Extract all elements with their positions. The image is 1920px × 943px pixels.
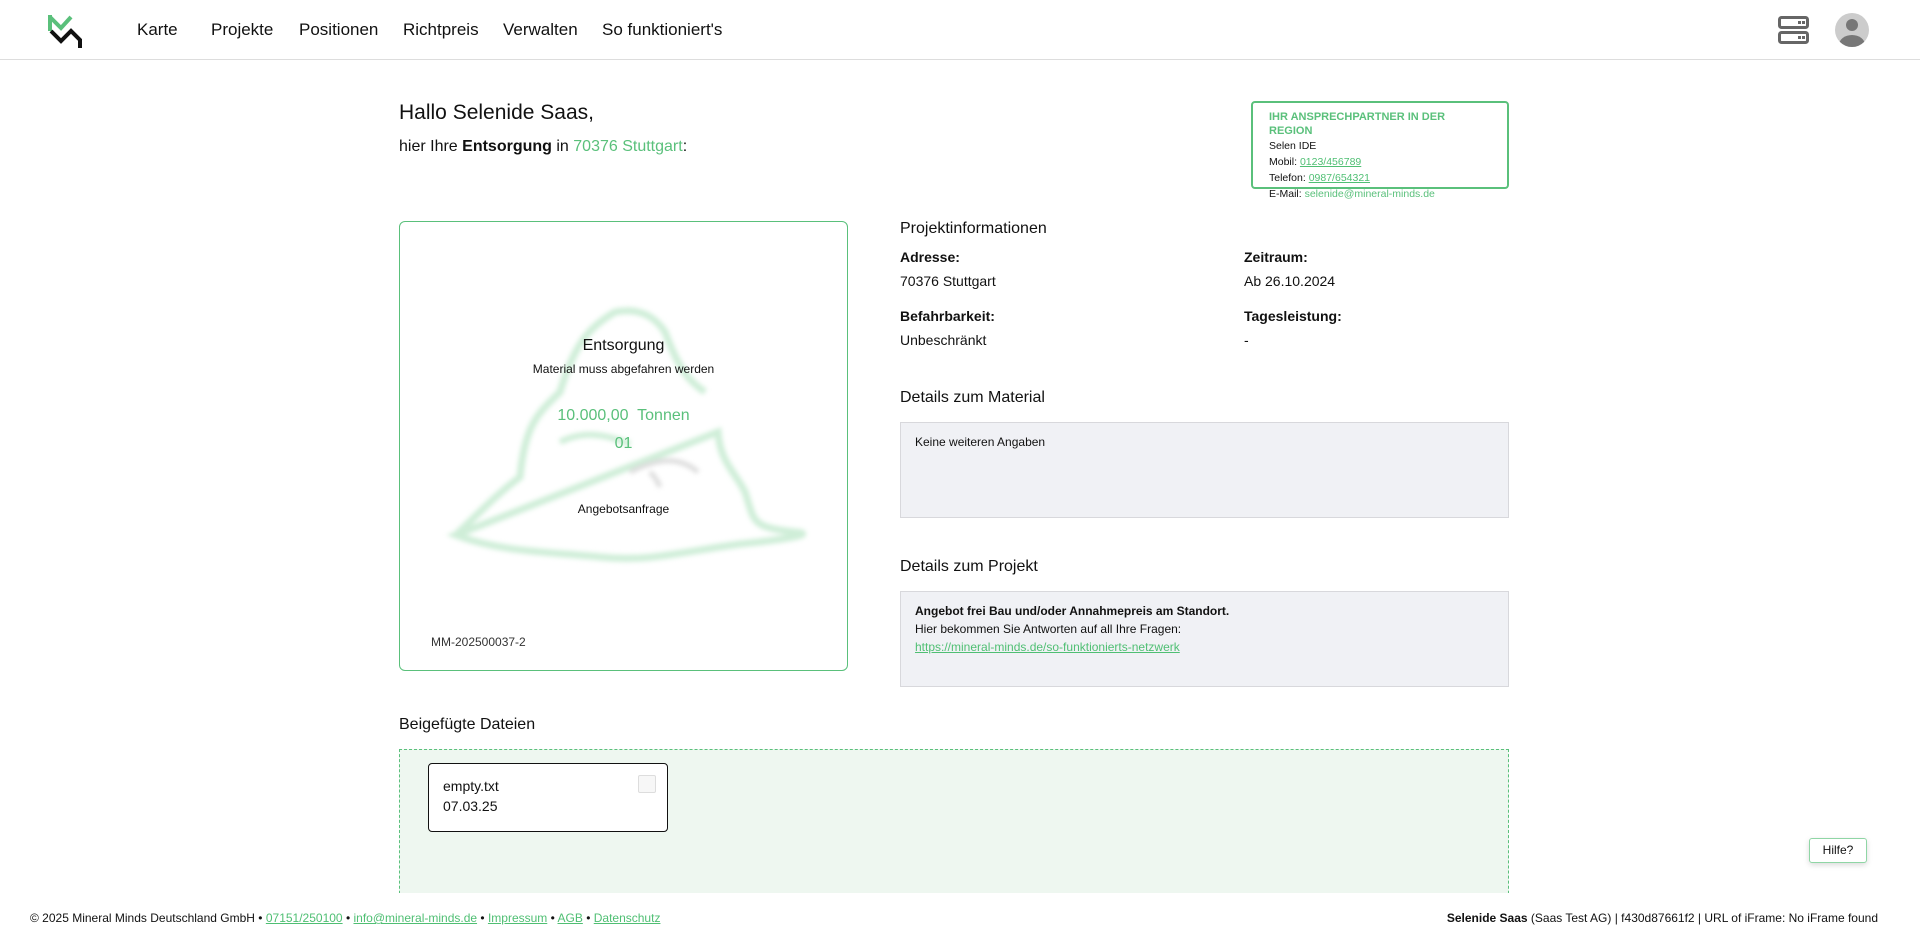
project-bold: Angebot frei Bau und/oder Annahmepreis a…	[915, 604, 1230, 618]
footer-agb-link[interactable]: AGB	[557, 911, 583, 925]
email-link[interactable]: selenide@mineral-minds.de	[1304, 188, 1435, 200]
address-label: Adresse:	[900, 249, 960, 265]
telefon-link[interactable]: 0987/654321	[1308, 172, 1371, 184]
subline-suffix: :	[682, 138, 688, 155]
subline-prefix: hier Ihre	[399, 138, 458, 155]
footer-company: (Saas Test AG)	[1530, 911, 1612, 925]
project-details-title: Details zum Projekt	[900, 558, 1038, 575]
telefon-label: Telefon:	[1269, 172, 1306, 184]
card-id: MM-202500037-2	[431, 635, 526, 649]
greeting-title: Hallo Selenide Saas,	[399, 101, 594, 124]
card-code: 01	[614, 435, 633, 452]
footer-impressum-link[interactable]: Impressum	[487, 911, 548, 925]
card-status: Angebotsanfrage	[577, 502, 670, 516]
material-pile-icon	[446, 307, 807, 562]
material-text: Keine weiteren Angaben	[915, 435, 1046, 449]
top-navbar: Karte Projekte Positionen Richtpreis Ver…	[0, 0, 1920, 60]
nav-projekte[interactable]: Projekte	[211, 20, 274, 39]
nav-positionen[interactable]: Positionen	[299, 20, 379, 39]
daily-label: Tagesleistung:	[1244, 308, 1342, 324]
email-label: E-Mail:	[1269, 188, 1302, 200]
file-date: 07.03.25	[443, 798, 498, 814]
file-card[interactable]: empty.txt 07.03.25	[428, 763, 668, 832]
project-link[interactable]: https://mineral-minds.de/so-funktioniert…	[915, 640, 1180, 654]
footer-sep: •	[345, 911, 351, 925]
card-title: Entsorgung	[582, 337, 665, 354]
footer-meta: | f430d87661f2 | URL of iFrame: No iFram…	[1614, 911, 1878, 925]
footer-user: Selenide Saas	[1446, 911, 1528, 925]
help-label: Hilfe?	[1822, 843, 1854, 857]
nav-karte[interactable]: Karte	[137, 20, 178, 39]
footer-datenschutz-link[interactable]: Datenschutz	[593, 911, 661, 925]
footer-sep: •	[258, 911, 263, 925]
project-info-title: Projektinformationen	[900, 220, 1047, 237]
project-card[interactable]: Entsorgung Material muss abgefahren werd…	[399, 221, 848, 671]
footer-right: Selenide Saas (Saas Test AG) | f430d8766…	[1447, 911, 1878, 925]
material-box: Keine weiteren Angaben	[900, 422, 1509, 518]
amount-unit: Tonnen	[637, 407, 690, 424]
nav-so-funktionierts[interactable]: So funktioniert's	[602, 20, 723, 39]
footer-left: © 2025 Mineral Minds Deutschland GmbH • …	[30, 911, 660, 925]
subline-in: in	[556, 138, 569, 155]
contact-name: Selen IDE	[1269, 140, 1317, 152]
contact-box: IHR ANSPRECHPARTNER IN DER REGION Selen …	[1251, 101, 1509, 200]
footer-phone-link[interactable]: 07151/250100	[265, 911, 343, 925]
footer-sep: •	[550, 911, 555, 925]
footer-email-link[interactable]: info@mineral-minds.de	[353, 911, 478, 925]
avatar-icon[interactable]	[1834, 12, 1870, 48]
card-subtitle: Material muss abgefahren werden	[532, 362, 715, 376]
period-label: Zeitraum:	[1244, 249, 1308, 265]
footer-sep: •	[586, 911, 591, 925]
period-value: Ab 26.10.2024	[1244, 273, 1336, 289]
address-value: 70376 Stuttgart	[900, 273, 996, 289]
project-text: Hier bekommen Sie Antworten auf all Ihre…	[915, 622, 1182, 636]
amount-value: 10.000,00	[557, 407, 629, 424]
footer-copyright: © 2025 Mineral Minds Deutschland GmbH	[30, 911, 255, 925]
help-button[interactable]: Hilfe?	[1809, 838, 1867, 863]
file-checkbox[interactable]	[638, 775, 656, 793]
greeting-subline: hier Ihre Entsorgung in 70376 Stuttgart:	[399, 138, 687, 156]
file-name: empty.txt	[443, 778, 499, 794]
subline-location: 70376 Stuttgart	[573, 138, 683, 155]
material-title: Details zum Material	[900, 389, 1045, 406]
server-icon[interactable]	[1778, 16, 1809, 45]
mobil-link[interactable]: 0123/456789	[1299, 156, 1362, 168]
nav-richtpreis[interactable]: Richtpreis	[403, 20, 479, 39]
card-amount: 10.000,00 Tonnen	[400, 407, 847, 425]
footer-sep: •	[480, 911, 485, 925]
mobil-label: Mobil:	[1269, 156, 1298, 168]
subline-type: Entsorgung	[462, 138, 552, 155]
access-value: Unbeschränkt	[900, 332, 987, 348]
access-label: Befahrbarkeit:	[900, 308, 995, 324]
logo-icon[interactable]	[47, 13, 83, 49]
nav-verwalten[interactable]: Verwalten	[503, 20, 578, 39]
daily-value: -	[1244, 332, 1249, 348]
footer: © 2025 Mineral Minds Deutschland GmbH • …	[0, 893, 1920, 943]
project-box: Angebot frei Bau und/oder Annahmepreis a…	[900, 591, 1509, 687]
files-title: Beigefügte Dateien	[399, 716, 536, 733]
contact-title: IHR ANSPRECHPARTNER IN DER REGION	[1269, 111, 1446, 137]
